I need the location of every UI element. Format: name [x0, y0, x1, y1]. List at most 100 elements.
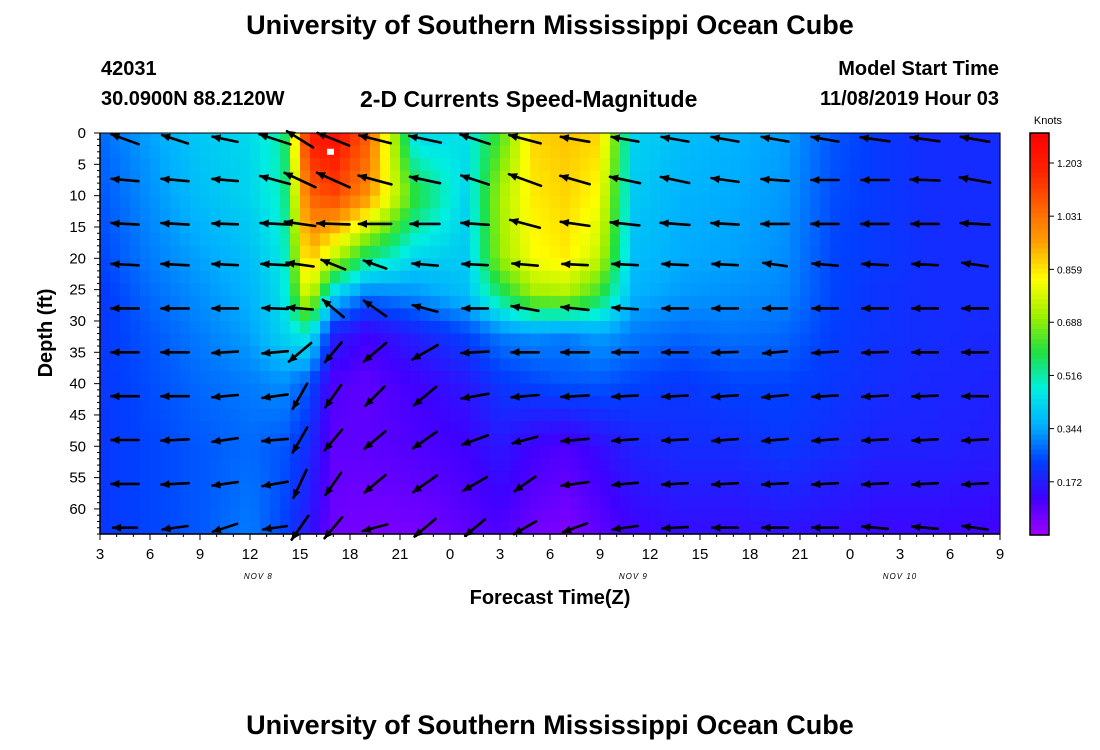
heatmap-cell — [660, 383, 671, 397]
heatmap-cell — [130, 245, 141, 259]
heatmap-cell — [680, 408, 691, 422]
heatmap-cell — [700, 295, 711, 310]
heatmap-cell — [890, 383, 901, 397]
heatmap-cell — [630, 333, 641, 347]
heatmap-cell — [990, 158, 1001, 172]
heatmap-cell — [560, 245, 571, 259]
heatmap-cell — [410, 183, 421, 197]
heatmap-cell — [600, 358, 611, 372]
x-tick-label: 9 — [596, 546, 604, 563]
heatmap-cell — [570, 245, 581, 259]
heatmap-cell — [930, 183, 941, 197]
heatmap-cell — [830, 446, 841, 460]
heatmap-cell — [700, 333, 711, 347]
heatmap-cell — [360, 346, 371, 360]
heatmap-cell — [120, 158, 131, 172]
heatmap-cell — [950, 508, 961, 523]
heatmap-cell — [320, 483, 331, 498]
heatmap-cell — [190, 508, 201, 523]
heatmap-cell — [910, 270, 921, 284]
heatmap-cell — [750, 446, 761, 460]
heatmap-cell — [940, 145, 951, 159]
heatmap-cell — [990, 195, 1001, 209]
heatmap-cell — [480, 233, 491, 247]
heatmap-cell — [710, 145, 721, 159]
heatmap-cell — [160, 408, 171, 422]
heatmap-cell — [360, 333, 371, 347]
heatmap-cell — [810, 145, 821, 159]
heatmap-cell — [750, 471, 761, 485]
heatmap-cell — [900, 258, 911, 272]
heatmap-cell — [650, 458, 661, 472]
heatmap-cell — [800, 145, 811, 159]
heatmap-cell — [130, 158, 141, 172]
heatmap-cell — [310, 521, 321, 535]
heatmap-cell — [220, 158, 231, 172]
heatmap-cell — [560, 371, 571, 385]
heatmap-cell — [960, 308, 971, 322]
heatmap-cell — [330, 295, 341, 310]
heatmap-cell — [950, 333, 961, 347]
heatmap-cell — [220, 471, 231, 485]
heatmap-cell — [910, 295, 921, 310]
heatmap-cell — [530, 521, 541, 535]
heatmap-cell — [960, 158, 971, 172]
heatmap-cell — [800, 283, 811, 297]
heatmap-cell — [480, 396, 491, 410]
current-arrow — [160, 304, 190, 313]
heatmap-cell — [590, 458, 601, 472]
heatmap-cell — [610, 408, 621, 422]
heatmap-cell — [870, 220, 881, 234]
current-arrow — [810, 260, 840, 269]
heatmap-cell — [220, 170, 231, 184]
heatmap-cell — [790, 295, 801, 310]
heatmap-cell — [370, 471, 381, 485]
heatmap-cell — [320, 471, 331, 485]
current-arrow — [261, 392, 289, 401]
colorbar-segment — [1030, 303, 1049, 310]
heatmap-cell — [250, 346, 261, 360]
heatmap-cell — [190, 295, 201, 310]
heatmap-cell — [970, 145, 981, 159]
current-arrow — [211, 436, 239, 445]
heatmap-cell — [170, 308, 181, 322]
heatmap-cell — [150, 333, 161, 347]
heatmap-cell — [350, 396, 361, 410]
heatmap-cell — [580, 358, 591, 372]
heatmap-cell — [880, 458, 891, 472]
heatmap-cell — [450, 295, 461, 310]
current-arrow — [363, 429, 387, 451]
heatmap-cell — [550, 346, 561, 360]
heatmap-cell — [900, 308, 911, 322]
heatmap-cell — [400, 208, 411, 222]
heatmap-cell — [480, 383, 491, 397]
heatmap-cell — [170, 183, 181, 197]
current-arrow — [211, 392, 239, 401]
heatmap-cell — [330, 433, 341, 447]
heatmap-cell — [770, 233, 781, 247]
heatmap-cell — [290, 270, 301, 284]
heatmap-cell — [840, 471, 851, 485]
heatmap-cell — [820, 421, 831, 435]
heatmap-cell — [190, 208, 201, 222]
heatmap-cell — [930, 158, 941, 172]
heatmap-cell — [230, 308, 241, 322]
heatmap-cell — [380, 145, 391, 159]
heatmap-cell — [860, 483, 871, 498]
heatmap-cell — [530, 446, 541, 460]
heatmap-cell — [190, 408, 201, 422]
heatmap-cell — [870, 233, 881, 247]
heatmap-cell — [460, 233, 471, 247]
heatmap-cell — [890, 308, 901, 322]
heatmap-cell — [390, 346, 401, 360]
heatmap-cell — [110, 358, 121, 372]
heatmap-cell — [650, 258, 661, 272]
heatmap-cell — [570, 333, 581, 347]
heatmap-cell — [150, 295, 161, 310]
heatmap-cell — [470, 283, 481, 297]
heatmap-cell — [830, 458, 841, 472]
heatmap-cell — [230, 220, 241, 234]
current-arrow — [460, 348, 490, 357]
heatmap-cell — [940, 483, 951, 498]
heatmap-cell — [270, 396, 281, 410]
